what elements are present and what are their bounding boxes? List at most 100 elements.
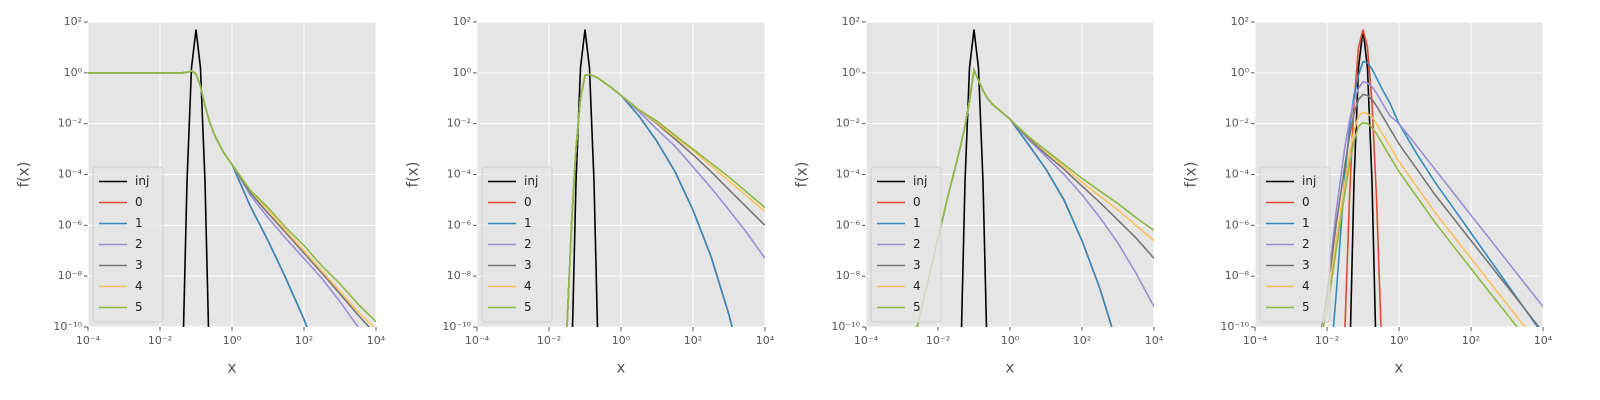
y-tick-label: 10⁻⁸ xyxy=(58,269,83,282)
legend-label: 3 xyxy=(1302,258,1310,272)
series-line xyxy=(1332,60,1539,327)
y-axis-label: f(x) xyxy=(1182,162,1200,188)
x-tick-label: 10² xyxy=(1073,334,1091,347)
x-tick-label: 10⁻² xyxy=(1315,334,1339,347)
y-tick-label: 10⁰ xyxy=(453,66,472,79)
series-line xyxy=(571,29,599,327)
y-tick-label: 10⁰ xyxy=(842,66,861,79)
x-tick-label: 10⁴ xyxy=(367,334,386,347)
legend-label: inj xyxy=(524,174,538,188)
y-tick-label: 10⁻² xyxy=(447,117,471,130)
legend: inj 0 1 2 3 4 5 xyxy=(870,166,942,323)
series-line xyxy=(182,29,210,327)
legend-label: 5 xyxy=(524,300,532,314)
series-line xyxy=(1344,29,1382,327)
x-axis-label: x xyxy=(1395,359,1404,377)
x-tick-label: 10⁰ xyxy=(223,334,242,347)
x-tick-label: 10² xyxy=(295,334,313,347)
legend-label: 0 xyxy=(913,195,921,209)
legend-label: 3 xyxy=(135,258,143,272)
y-tick-label: 10⁻⁶ xyxy=(836,218,861,231)
y-axis-label: f(x) xyxy=(404,162,422,188)
x-tick-label: 10⁻² xyxy=(926,334,950,347)
legend-label: 3 xyxy=(913,258,921,272)
legend-box xyxy=(1259,166,1331,323)
legend-label: inj xyxy=(913,174,927,188)
x-tick-label: 10² xyxy=(684,334,702,347)
y-axis-label: f(x) xyxy=(15,162,33,188)
x-tick-label: 10⁻² xyxy=(148,334,172,347)
y-tick-label: 10⁻⁸ xyxy=(447,269,472,282)
series-line xyxy=(88,69,376,323)
x-tick-label: 10⁻⁴ xyxy=(1243,334,1268,347)
y-tick-label: 10⁻² xyxy=(836,117,860,130)
x-tick-label: 10⁰ xyxy=(1001,334,1020,347)
y-tick-label: 10⁻⁴ xyxy=(58,168,83,181)
x-tick-label: 10⁻⁴ xyxy=(76,334,101,347)
legend-label: 1 xyxy=(524,216,532,230)
legend-label: 4 xyxy=(524,279,532,293)
legend-label: 4 xyxy=(1302,279,1310,293)
legend-box xyxy=(870,166,942,323)
y-tick-label: 10⁻⁶ xyxy=(447,218,472,231)
y-tick-label: 10⁻⁴ xyxy=(447,168,472,181)
legend-label: 0 xyxy=(1302,195,1310,209)
y-tick-label: 10⁻⁴ xyxy=(1225,168,1250,181)
legend-label: 3 xyxy=(524,258,532,272)
legend-label: 0 xyxy=(524,195,532,209)
y-tick-label: 10⁻⁸ xyxy=(1225,269,1250,282)
lines xyxy=(566,29,765,327)
legend-label: 1 xyxy=(135,216,143,230)
legend-label: 2 xyxy=(1302,237,1310,251)
legend-label: 5 xyxy=(913,300,921,314)
y-tick-label: 10⁻¹⁰ xyxy=(53,320,82,333)
y-tick-label: 10⁻² xyxy=(58,117,82,130)
x-tick-label: 10⁰ xyxy=(1390,334,1409,347)
lines xyxy=(88,29,376,327)
series-line xyxy=(1349,29,1377,327)
legend: inj 0 1 2 3 4 5 xyxy=(481,166,553,323)
y-tick-label: 10⁻¹⁰ xyxy=(1220,320,1249,333)
x-tick-label: 10² xyxy=(1462,334,1480,347)
x-axis-label: x xyxy=(1006,359,1015,377)
legend-label: 4 xyxy=(135,279,143,293)
y-tick-label: 10⁻⁶ xyxy=(58,218,83,231)
legend: inj 0 1 2 3 4 5 xyxy=(92,166,164,323)
x-tick-label: 10⁰ xyxy=(612,334,631,347)
y-tick-label: 10² xyxy=(453,15,471,28)
legend-label: 2 xyxy=(524,237,532,251)
y-tick-label: 10⁻⁶ xyxy=(1225,218,1250,231)
y-tick-label: 10⁰ xyxy=(64,66,83,79)
y-axis-label: f(x) xyxy=(793,162,811,188)
legend-label: 5 xyxy=(135,300,143,314)
series-line xyxy=(960,29,988,327)
y-tick-label: 10⁻² xyxy=(1225,117,1249,130)
y-tick-label: 10⁻¹⁰ xyxy=(442,320,471,333)
legend-label: inj xyxy=(135,174,149,188)
x-axis-label: x xyxy=(228,359,237,377)
legend-label: inj xyxy=(1302,174,1316,188)
x-tick-label: 10⁻⁴ xyxy=(465,334,490,347)
y-tick-label: 10⁻⁸ xyxy=(836,269,861,282)
y-tick-label: 10⁰ xyxy=(1231,66,1250,79)
series-line xyxy=(566,73,765,327)
x-tick-label: 10⁴ xyxy=(1145,334,1164,347)
legend-label: 1 xyxy=(1302,216,1310,230)
x-tick-label: 10⁴ xyxy=(756,334,775,347)
legend-label: 5 xyxy=(1302,300,1310,314)
legend-label: 1 xyxy=(913,216,921,230)
legend-label: 2 xyxy=(135,237,143,251)
y-tick-label: 10⁻¹⁰ xyxy=(831,320,860,333)
legend-box xyxy=(481,166,553,323)
x-tick-label: 10⁴ xyxy=(1534,334,1553,347)
y-tick-label: 10⁻⁴ xyxy=(836,168,861,181)
legend: inj 0 1 2 3 4 5 xyxy=(1259,166,1331,323)
x-axis-label: x xyxy=(617,359,626,377)
x-tick-label: 10⁻² xyxy=(537,334,561,347)
legend-label: 0 xyxy=(135,195,143,209)
